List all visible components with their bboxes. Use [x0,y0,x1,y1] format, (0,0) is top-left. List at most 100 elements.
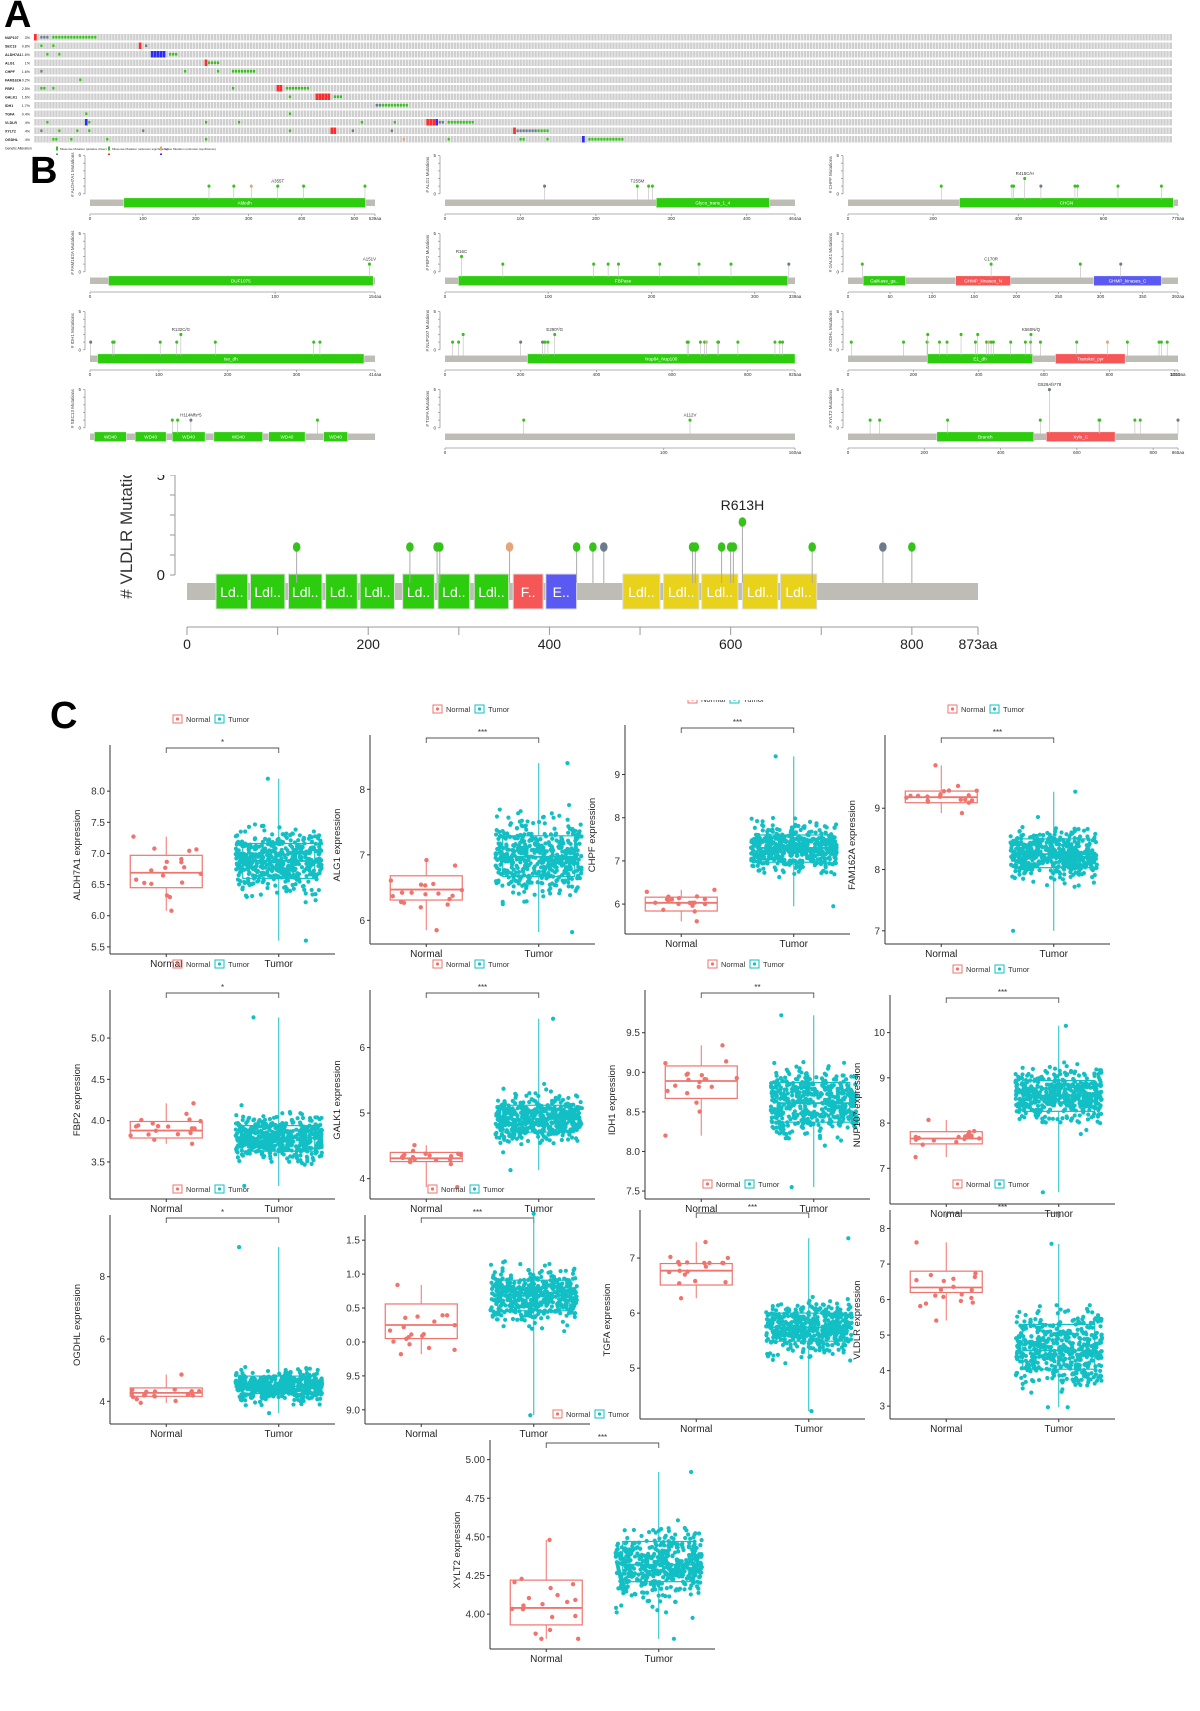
oncoprint-cell-missense [40,44,43,48]
oncoprint-cell-amplification [324,93,328,100]
oncoprint-cell-missense [393,103,396,107]
oncoprint-cell-missense [396,103,399,107]
oncoprint-cell-amplification [429,119,433,126]
oncoprint-cell-truncating [438,120,441,124]
oncoprint-gene-percent: 0.2% [22,79,31,83]
oncoprint-cell-truncating [534,129,537,133]
oncoprint-gene-label: FAM162A [5,79,22,83]
oncoprint-cell-truncating [378,103,381,107]
oncoprint-gene-label: CHPF [5,70,16,74]
oncoprint-cell-missense [46,120,49,124]
oncoprint-cell-deep_deletion [159,51,163,58]
oncoprint-cell-missense [55,35,58,39]
oncoprint-cell-missense [462,120,465,124]
oncoprint-cell-missense [393,120,396,124]
oncoprint-cell-missense [82,35,85,39]
oncoprint-cell-truncating [441,120,444,124]
oncoprint-cell-missense [88,120,91,124]
oncoprint-cell-missense [172,52,175,56]
oncoprint-cell-amplification [276,85,280,92]
oncoprint-row [33,42,1172,49]
oncoprint-cell-missense [459,120,462,124]
oncoprint-cell-amplification [426,119,430,126]
oncoprint-cell-missense [88,129,91,133]
oncoprint-cell-amplification [327,93,331,100]
oncoprint-cell-missense [231,86,235,90]
oncoprint-gene-percent: 0.4% [22,113,31,117]
oncoprint-cell-truncating [375,103,378,107]
oncoprint-gene-percent: 1.6% [22,70,31,74]
oncoprint-cell-missense [288,112,292,116]
oncoprint-cell-missense [249,69,253,73]
oncoprint-gene-percent: 3% [25,36,31,40]
oncoprint-cell-missense [67,35,70,39]
oncoprint-cell-missense [297,86,301,90]
oncoprint-cell-amplification [315,93,319,100]
oncoprint-cell-missense [246,69,250,73]
oncoprint-gene-percent: 0.8% [22,45,31,49]
oncoprint-gene-percent: 1.6% [22,96,31,100]
oncoprint-gene-label: FBP2 [5,87,14,91]
oncoprint-cell-missense [91,35,94,39]
oncoprint-cell-deep_deletion [84,119,88,126]
oncoprint-cell-missense [384,103,387,107]
oncoprint-cell-missense [471,120,474,124]
oncoprint-row [33,127,1172,134]
oncoprint-gene-label: ALG1 [5,62,15,66]
oncoprint-cell-missense [76,35,79,39]
oncoprint-cell-missense [58,129,61,133]
oncoprint-cell-amplification [34,34,37,41]
oncoprint-cell-amplification [204,59,208,66]
oncoprint-cell-missense [240,69,244,73]
oncoprint-row [33,59,1172,66]
oncoprint-row [33,34,1172,41]
oncoprint-gene-percent: 4% [25,130,31,134]
oncoprint-cell-missense [207,61,211,65]
oncoprint-cell-missense [237,120,241,124]
oncoprint-cell-missense [465,120,468,124]
oncoprint-gene-label: TGFA [5,113,15,117]
oncoprint-gene-percent: 4% [25,121,31,125]
oncoprint-cell-missense [288,129,292,133]
oncoprint-gene-label: VLDLR [5,121,17,125]
oncoprint-cell-missense [169,52,172,56]
oncoprint-cell-missense [243,69,247,73]
oncoprint-cell-missense [306,86,310,90]
oncoprint-cell-missense [387,103,390,107]
oncoprint-cell-truncating [40,69,43,73]
oncoprint-cell-amplification [513,127,516,134]
oncoprint-row [33,110,1172,117]
oncoprint-row [33,76,1172,83]
oncoprint-cell-missense [294,86,298,90]
oncoprint-cell-missense [79,78,82,82]
oncoprint-row [33,102,1172,109]
oncoprint-cell-truncating [519,129,522,133]
oncoprint-cell-missense [52,35,55,39]
oncoprint-cell-missense [546,129,549,133]
oncoprint-cell-missense [303,86,307,90]
oncoprint-cell-truncating [40,35,43,39]
oncoprint-cell-truncating [351,129,354,133]
oncoprint-cell-truncating [528,129,531,133]
oncoprint-cell-deep_deletion [153,51,157,58]
oncoprint-cell-deep_deletion [150,51,154,58]
oncoprint-cell-missense [390,103,393,107]
oncoprint-cell-truncating [43,35,46,39]
oncoprint-cell-missense [61,35,64,39]
oncoprint-cell-missense [453,120,456,124]
oncoprint-gene-label: SEC13 [5,45,16,49]
oncoprint-row [33,136,1172,143]
oncoprint-gene-percent: 4% [25,138,31,142]
oncoprint-cell-missense [216,69,220,73]
oncoprint-cell-missense [456,120,459,124]
oncoprint-cell-truncating [40,129,43,133]
oncoprint-cell-amplification [318,93,322,100]
oncoprint-cell-truncating [516,129,519,133]
oncoprint-cell-missense [336,95,340,99]
oncoprint-cell-deep_deletion [435,119,438,126]
oncoprint-cell-amplification [138,42,142,49]
oncoprint-cell-missense [360,120,363,124]
oncoprint-cell-missense [85,35,88,39]
oncoprint-cell-amplification [279,85,283,92]
oncoprint-cell-missense [184,69,187,73]
